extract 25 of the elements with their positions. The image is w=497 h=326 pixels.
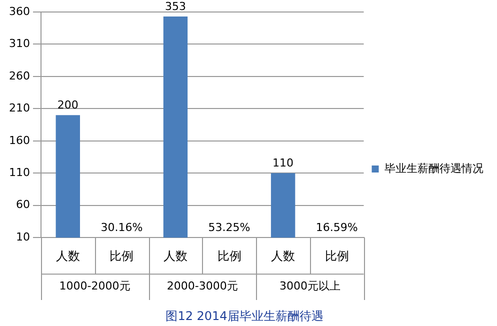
legend-label: 毕业生薪酬待遇情况 [384,162,484,175]
text: 图12 2014届毕业生薪酬待遇 [166,308,324,323]
y-tick-label: 110 [8,166,30,179]
x-tick-label: 比例 [217,248,242,263]
y-tick-label: 310 [8,37,30,50]
text: 1000-2000元 [59,280,130,293]
y-tick-label: 360 [8,4,30,18]
y-tick-label: 60 [16,198,30,212]
x-tick-label: 比例 [324,248,349,263]
y-tick-label: 10 [16,230,30,244]
text: 53.25% [208,220,250,234]
text: 2000-3000元 [166,280,238,293]
y-tick-label: 260 [8,69,30,82]
data-label: 353 [164,0,186,13]
text: 3000元以上 [279,280,340,293]
y-tick-label: 160 [8,134,30,147]
text: 16.59% [316,220,358,234]
x-tick-label: 比例 [110,248,134,263]
x-tick-label: 人数 [163,248,188,263]
y-tick-label: 210 [8,102,30,115]
data-label: 110 [272,156,294,170]
x-tick-label: 人数 [56,248,80,263]
x-tick-label: 人数 [271,248,296,263]
data-label: 200 [57,98,78,112]
text: 30.16% [100,220,143,234]
